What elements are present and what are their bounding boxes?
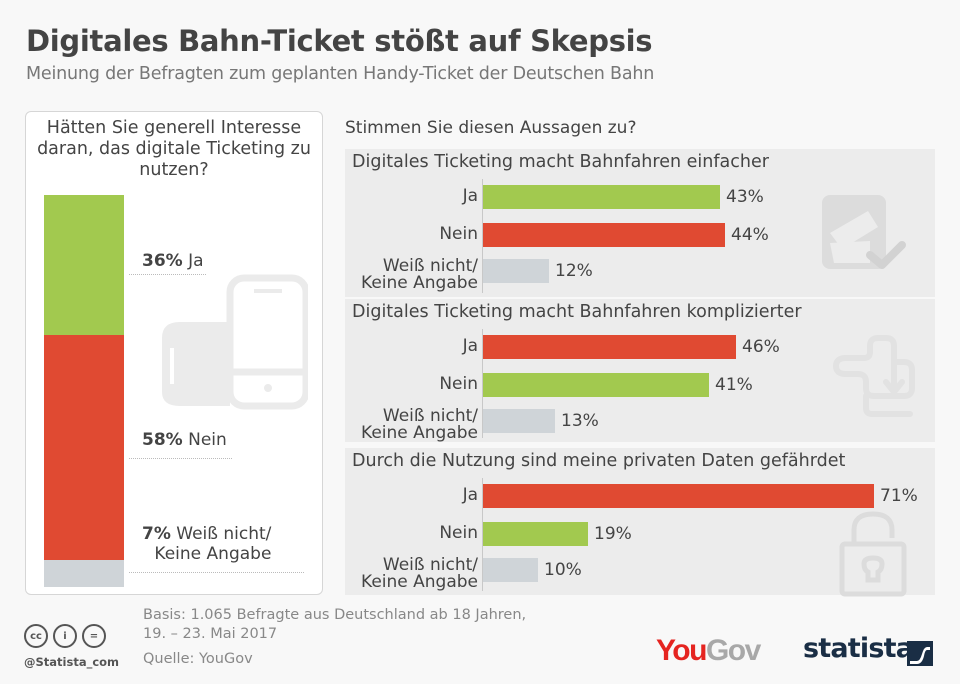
chart-title: Digitales Bahn-Ticket stößt auf Skepsis	[26, 24, 653, 58]
bar-red	[483, 484, 874, 508]
stack-segment-nein	[44, 335, 124, 560]
stack-label-text-line2: Keine Angabe	[154, 544, 272, 564]
bar-green	[483, 522, 588, 546]
bar-value-label: 71%	[880, 486, 918, 506]
statements-question: Stimmen Sie diesen Aussagen zu?	[345, 118, 637, 138]
bar-red	[483, 223, 725, 247]
statement-title: Digitales Ticketing macht Bahnfahren kom…	[352, 302, 802, 322]
bar-grey	[483, 558, 538, 582]
maze-arrow-icon	[828, 330, 924, 430]
bar-value-label: 19%	[594, 524, 632, 544]
stack-label: 58% Nein	[142, 430, 227, 450]
bar-category-label: Weiß nicht/Keine Angabe	[361, 408, 478, 442]
bar-value-label: 10%	[544, 560, 582, 580]
statement-group: Digitales Ticketing macht Bahnfahren ein…	[345, 149, 935, 297]
bar-value-label: 43%	[726, 187, 764, 207]
bar-category-line1: Weiß nicht/	[382, 555, 478, 575]
statista-handle[interactable]: @Statista_com	[24, 655, 120, 669]
bar-value-label: 13%	[561, 411, 599, 431]
leader-line	[129, 572, 304, 573]
source-note: Quelle: YouGov	[143, 651, 253, 667]
bar-red	[483, 335, 736, 359]
survey-dates: 19. – 23. Mai 2017	[143, 626, 278, 642]
ticket-check-icon	[820, 193, 906, 277]
bar-category-line1: Weiß nicht/	[382, 406, 478, 426]
bar-category-label: Nein	[439, 523, 478, 543]
stack-segment-ja	[44, 195, 124, 335]
yougov-logo-gov: Gov	[705, 634, 761, 667]
bar-grey	[483, 259, 549, 283]
statista-logo-mark-icon	[907, 641, 933, 666]
statement-title: Digitales Ticketing macht Bahnfahren ein…	[352, 152, 769, 172]
bar-axis	[482, 478, 483, 591]
bar-category-label: Weiß nicht/Keine Angabe	[361, 557, 478, 591]
basis-note: Basis: 1.065 Befragte aus Deutschland ab…	[143, 607, 527, 623]
bar-green	[483, 373, 709, 397]
bar-green	[483, 185, 720, 209]
bar-category-label: Nein	[439, 224, 478, 244]
statement-title: Durch die Nutzung sind meine privaten Da…	[352, 451, 846, 471]
stack-label-text: Nein	[188, 430, 227, 450]
bar-value-label: 41%	[715, 375, 753, 395]
bar-value-label: 46%	[742, 337, 780, 357]
stack-label-percent: 36%	[142, 251, 183, 271]
bar-category-label: Weiß nicht/Keine Angabe	[361, 258, 478, 292]
bar-category-line2: Keine Angabe	[361, 273, 478, 293]
bar-category-label: Ja	[462, 186, 478, 206]
bar-axis	[482, 329, 483, 438]
leader-line	[129, 274, 206, 275]
license-icons: cc i =	[24, 624, 106, 648]
stack-label-text: Weiß nicht/	[176, 524, 272, 544]
bar-category-label: Nein	[439, 374, 478, 394]
leader-line	[129, 458, 232, 459]
padlock-icon	[838, 508, 908, 602]
cc-icon[interactable]: cc	[24, 624, 48, 648]
interest-panel: Hätten Sie generell Interesse daran, das…	[25, 111, 323, 595]
bar-category-label: Ja	[462, 485, 478, 505]
yougov-logo[interactable]: YouGov	[656, 634, 761, 668]
chart-subtitle: Meinung der Befragten zum geplanten Hand…	[26, 64, 655, 84]
bar-value-label: 44%	[731, 225, 769, 245]
interest-question: Hätten Sie generell Interesse daran, das…	[37, 118, 311, 180]
bar-category-line2: Keine Angabe	[361, 423, 478, 443]
attribution-icon[interactable]: i	[53, 624, 77, 648]
stack-segment-unknown	[44, 560, 124, 587]
interest-stacked-bar	[44, 195, 124, 587]
bar-category-line1: Weiß nicht/	[382, 256, 478, 276]
smartphone-icon	[162, 274, 308, 410]
statement-group: Durch die Nutzung sind meine privaten Da…	[345, 448, 935, 595]
bar-grey	[483, 409, 555, 433]
stack-label-percent: 7%	[142, 524, 171, 544]
stack-label-percent: 58%	[142, 430, 183, 450]
stack-label: 36% Ja	[142, 251, 204, 271]
no-derivatives-icon[interactable]: =	[82, 624, 106, 648]
stack-label: 7% Weiß nicht/Keine Angabe	[142, 524, 271, 564]
statista-logo[interactable]: statista	[803, 633, 914, 664]
bar-axis	[482, 179, 483, 293]
stack-label-text: Ja	[188, 251, 204, 271]
yougov-logo-you: You	[656, 634, 707, 667]
bar-category-line2: Keine Angabe	[361, 572, 478, 592]
bar-category-label: Ja	[462, 336, 478, 356]
bar-value-label: 12%	[555, 261, 593, 281]
